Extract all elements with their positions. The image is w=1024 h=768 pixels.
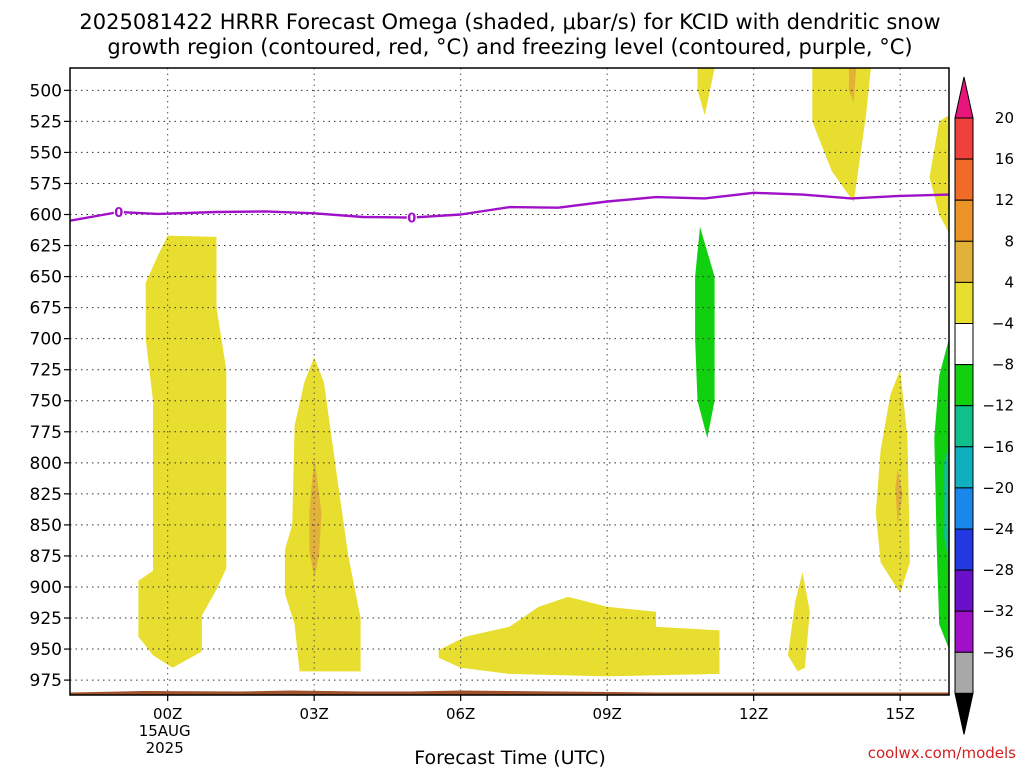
x-tick-year-label: 2025 [146, 739, 184, 757]
chart-title-line-2: growth region (contoured, red, °C) and f… [107, 35, 912, 59]
omega-region-0 [138, 235, 227, 668]
chart-title-line-1: 2025081422 HRRR Forecast Omega (shaded, … [79, 10, 940, 34]
y-tick-label: 500 [30, 81, 62, 101]
omega-region-10 [929, 115, 949, 234]
colorbar-segment [954, 281, 974, 324]
colorbar-label: −20 [982, 479, 1014, 497]
y-tick-label: 750 [30, 392, 62, 412]
y-tick-label: 925 [30, 609, 62, 629]
colorbar-segment [954, 569, 974, 612]
omega-region-9 [895, 469, 903, 525]
omega-region-13 [944, 444, 949, 563]
omega-shaded-regions [138, 68, 949, 677]
y-tick-label: 575 [30, 174, 62, 194]
freezing-label-bg [113, 204, 124, 220]
y-tick-label: 675 [30, 299, 62, 319]
y-tick-label: 875 [30, 547, 62, 567]
y-tick-label: 975 [30, 671, 62, 691]
y-tick-label: 700 [30, 330, 62, 350]
colorbar: 20 16 12 8 4 −4 −8 −12 −16 −20 −24 −28 −32 −36 [954, 76, 1014, 735]
y-tick-label: 850 [30, 516, 62, 536]
colorbar-segment [954, 323, 974, 366]
plot-frame [69, 67, 950, 696]
y-tick-label: 550 [30, 143, 62, 163]
x-tick-label: 09Z [592, 705, 621, 723]
colorbar-label: −24 [982, 520, 1014, 538]
colorbar-label: −16 [982, 438, 1014, 456]
colorbar-label: 4 [1004, 273, 1014, 291]
freezing-level-label: 0 [114, 206, 123, 221]
omega-region-4 [697, 68, 715, 116]
y-tick-label: 525 [30, 112, 62, 132]
omega-region-1 [284, 357, 361, 672]
colorbar-bottom-arrow [954, 692, 974, 735]
colorbar-label: −12 [982, 397, 1014, 415]
colorbar-segment [954, 405, 974, 448]
omega-region-2 [309, 456, 322, 579]
colorbar-segment [954, 199, 974, 242]
y-tick-label: 625 [30, 237, 62, 257]
colorbar-label: −32 [982, 602, 1014, 620]
x-tick-label: 00Z [153, 705, 182, 723]
colorbar-segment [954, 364, 974, 407]
x-axis-label: Forecast Time (UTC) [414, 747, 605, 768]
x-tick-label: 03Z [299, 705, 328, 723]
omega-region-11 [695, 226, 715, 438]
colorbar-segment [954, 240, 974, 283]
y-tick-label: 800 [30, 454, 62, 474]
x-tick-label: 12Z [739, 705, 768, 723]
freezing-level-line [70, 191, 949, 222]
y-tick-label: 650 [30, 268, 62, 288]
x-tick-label: 15Z [885, 705, 914, 723]
freezing-level-label: 0 [407, 212, 416, 227]
terrain-layer [70, 690, 949, 695]
colorbar-segment [954, 487, 974, 530]
y-tick-label: 900 [30, 578, 62, 598]
y-tick-label: 725 [30, 361, 62, 381]
colorbar-label: 20 [995, 109, 1014, 127]
omega-region-8 [875, 369, 910, 594]
colorbar-label: 16 [995, 150, 1014, 168]
x-tick-label: 06Z [446, 705, 475, 723]
y-tick-label: 775 [30, 423, 62, 443]
y-axis-ticks: 500 525 550 575 600 625 650 675 700 725 750 775 800 8… [30, 81, 70, 691]
omega-region-6 [848, 68, 857, 103]
colorbar-label: −28 [982, 561, 1014, 579]
colorbar-segment [954, 528, 974, 571]
colorbar-label: −4 [992, 315, 1014, 333]
y-tick-label: 825 [30, 485, 62, 505]
omega-region-12 [934, 338, 949, 650]
colorbar-label: −36 [982, 643, 1014, 661]
credit-text: coolwx.com/models [868, 744, 1016, 762]
colorbar-label: 12 [995, 191, 1014, 209]
y-tick-label: 600 [30, 206, 62, 226]
grid-lines [70, 68, 949, 695]
y-tick-label: 950 [30, 640, 62, 660]
omega-region-5 [812, 68, 871, 203]
colorbar-segment [954, 158, 974, 201]
colorbar-segment [954, 117, 974, 160]
omega-region-7 [787, 572, 810, 672]
colorbar-label: 8 [1004, 232, 1014, 250]
terrain-strip [70, 690, 949, 695]
colorbar-segment [954, 446, 974, 489]
colorbar-segment [954, 651, 974, 694]
x-tick-date-label: 15AUG [139, 722, 191, 740]
colorbar-segment [954, 610, 974, 653]
freezing-label-bg [406, 209, 417, 225]
omega-region-3 [438, 596, 720, 677]
colorbar-label: −8 [992, 356, 1014, 374]
